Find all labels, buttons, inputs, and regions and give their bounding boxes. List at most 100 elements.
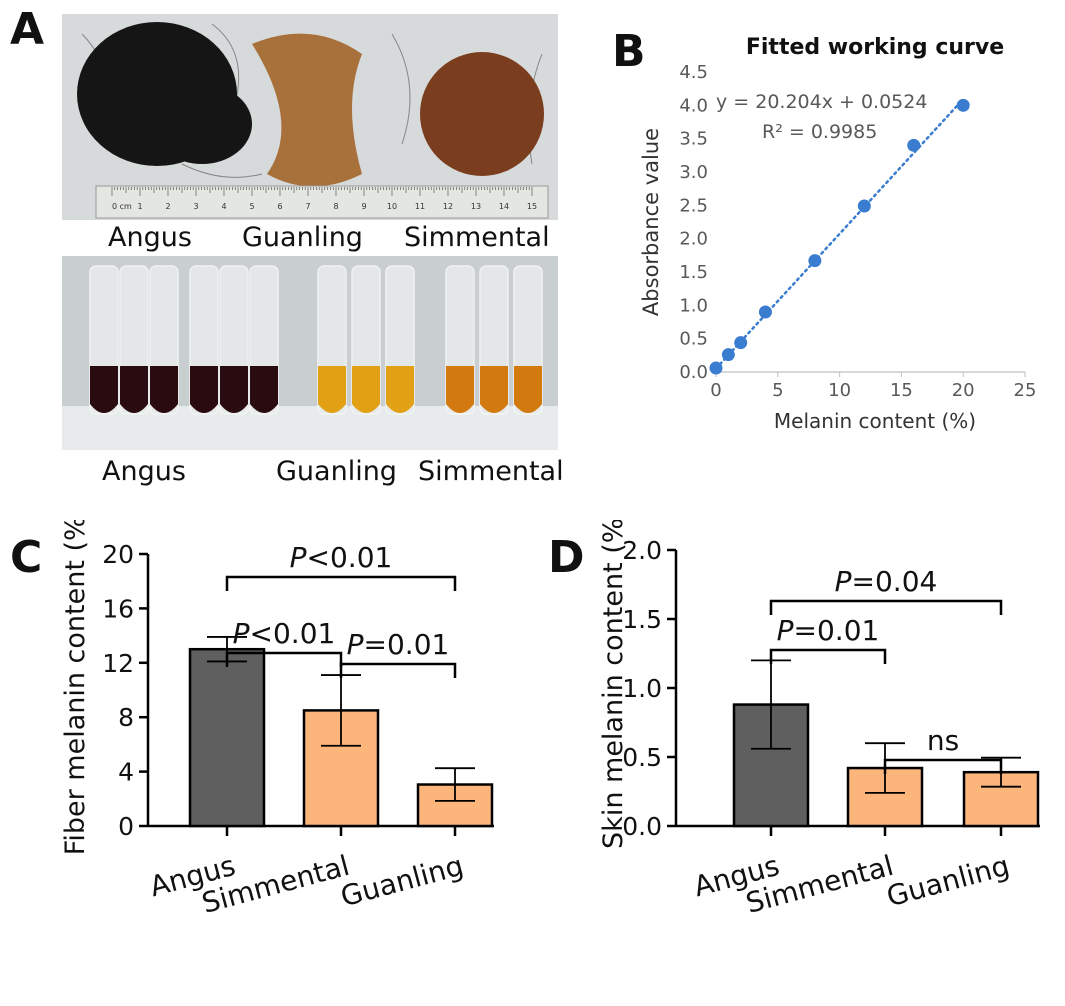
angus-hair-tuft bbox=[152, 84, 252, 164]
tube-liquid bbox=[352, 366, 380, 413]
comparison-bracket bbox=[225, 651, 343, 667]
x-tick-label: 25 bbox=[1014, 380, 1037, 401]
x-tick-label: 15 bbox=[890, 380, 913, 401]
simmental-hair-sample bbox=[420, 52, 544, 176]
ruler-tick-label: 4 bbox=[221, 202, 226, 211]
bar-angus bbox=[188, 647, 266, 828]
comparison-bracket bbox=[225, 575, 457, 591]
ruler-tick-label: 9 bbox=[361, 202, 366, 211]
trendline bbox=[714, 97, 965, 370]
sample-tubes bbox=[89, 265, 543, 415]
panel-label-c: C bbox=[10, 532, 43, 583]
y-tick-label: 8 bbox=[118, 703, 134, 732]
x-tick-label: 20 bbox=[952, 380, 975, 401]
guanling-hair-sample bbox=[252, 33, 362, 187]
y-tick-label: 2.5 bbox=[679, 195, 708, 216]
ruler-tick-label: 11 bbox=[415, 202, 425, 211]
ruler-tick-label: 8 bbox=[333, 202, 338, 211]
r-squared-annotation: R² = 0.9985 bbox=[762, 121, 877, 143]
comparison-bracket bbox=[339, 662, 457, 678]
y-tick-label: 1.0 bbox=[679, 295, 708, 316]
tube-liquid bbox=[90, 366, 118, 413]
panel-label-a: A bbox=[10, 4, 45, 55]
tube-liquid bbox=[190, 366, 218, 413]
y-tick-label: 0.0 bbox=[679, 362, 708, 383]
comparison-label: P=0.01 bbox=[777, 614, 880, 647]
tube-liquid bbox=[386, 366, 414, 413]
comparison-label: P=0.01 bbox=[347, 628, 450, 661]
tube-liquid bbox=[318, 366, 346, 413]
y-axis-label: Absorbance value bbox=[639, 128, 663, 316]
comparison-label: P<0.01 bbox=[233, 617, 336, 650]
y-tick-label: 3.5 bbox=[679, 129, 708, 150]
hair-samples-photo: 1 2 3 4 5 6 7 8 9 10 11 12 13 14 15 0 cm bbox=[62, 14, 558, 220]
y-tick-label: 16 bbox=[102, 594, 134, 623]
tube-liquid bbox=[514, 366, 542, 413]
comparison-bracket bbox=[883, 758, 1003, 774]
y-tick-label: 4.5 bbox=[679, 62, 708, 83]
tube-liquid bbox=[480, 366, 508, 413]
bottom-label-angus: Angus bbox=[102, 456, 186, 487]
tube-liquid bbox=[150, 366, 178, 413]
comparison-label: P=0.04 bbox=[835, 565, 938, 598]
y-tick-label: 1.0 bbox=[622, 674, 662, 703]
chart-b-fitted-curve: Fitted working curve 0 5 10 15 20 25 0.0 0.5 1.0 1… bbox=[639, 35, 1037, 433]
tube-samples-photo bbox=[62, 256, 558, 450]
ruler-ticks: 1 2 3 4 5 6 7 8 9 10 11 12 13 14 15 bbox=[111, 187, 537, 211]
data-point bbox=[721, 348, 735, 362]
y-tick-label: 1.5 bbox=[622, 605, 662, 634]
hair-samples-illustration: 1 2 3 4 5 6 7 8 9 10 11 12 13 14 15 0 cm bbox=[62, 14, 558, 220]
data-point bbox=[857, 199, 871, 213]
x-tick-label: 10 bbox=[828, 380, 851, 401]
data-point bbox=[907, 138, 921, 152]
comparison-bracket bbox=[769, 648, 887, 664]
ruler-tick-label: 12 bbox=[443, 202, 453, 211]
equation-annotation: y = 20.204x + 0.0524 bbox=[716, 91, 927, 113]
data-point bbox=[734, 336, 748, 350]
ruler-tick-label: 15 bbox=[527, 202, 537, 211]
comparison-label: P<0.01 bbox=[290, 541, 393, 574]
tube-liquid bbox=[120, 366, 148, 413]
x-tick-label: 0 bbox=[710, 380, 721, 401]
x-tick-label: Guanling bbox=[337, 849, 467, 913]
y-tick-label: 12 bbox=[102, 649, 134, 678]
x-tick-label: Guanling bbox=[883, 849, 1013, 913]
data-point bbox=[758, 305, 772, 319]
y-axis-label: Fiber melanin content (%) bbox=[60, 520, 91, 855]
y-tick-label: 4 bbox=[118, 758, 134, 787]
tube-liquid bbox=[250, 366, 278, 413]
ruler bbox=[95, 185, 549, 219]
top-label-simmental: Simmental bbox=[404, 222, 550, 253]
ruler-tick-label: 2 bbox=[165, 202, 170, 211]
bottom-label-simmental: Simmental bbox=[418, 456, 564, 487]
top-label-guanling: Guanling bbox=[242, 222, 363, 253]
x-axis-label: Melanin content (%) bbox=[774, 409, 976, 433]
tube-liquid bbox=[220, 366, 248, 413]
y-axis-label: Skin melanin content (%) bbox=[598, 520, 629, 849]
bottom-label-guanling: Guanling bbox=[276, 456, 397, 487]
ruler-tick-label: 1 bbox=[137, 202, 142, 211]
x-tick-label: 5 bbox=[772, 380, 783, 401]
y-tick-label: 0.0 bbox=[622, 812, 662, 841]
y-tick-label: 0 bbox=[118, 812, 134, 841]
top-label-angus: Angus bbox=[108, 222, 192, 253]
comparison-label: ns bbox=[927, 724, 959, 757]
data-point bbox=[808, 254, 822, 268]
ruler-unit: 0 cm bbox=[112, 202, 132, 211]
y-tick-label: 1.5 bbox=[679, 262, 708, 283]
ruler-tick-label: 7 bbox=[305, 202, 310, 211]
ruler-tick-label: 10 bbox=[387, 202, 397, 211]
y-tick-label: 4.0 bbox=[679, 95, 708, 116]
panel-label-d: D bbox=[548, 532, 585, 583]
panel-label-b: B bbox=[612, 26, 646, 77]
data-point bbox=[956, 98, 970, 112]
y-tick-label: 0.5 bbox=[622, 743, 662, 772]
y-tick-label: 3.0 bbox=[679, 162, 708, 183]
tube-liquid bbox=[446, 366, 474, 413]
y-tick-label: 20 bbox=[102, 540, 134, 569]
y-tick-label: 0.5 bbox=[679, 329, 708, 350]
chart-b-title: Fitted working curve bbox=[746, 35, 1004, 60]
y-tick-label: 2.0 bbox=[679, 229, 708, 250]
